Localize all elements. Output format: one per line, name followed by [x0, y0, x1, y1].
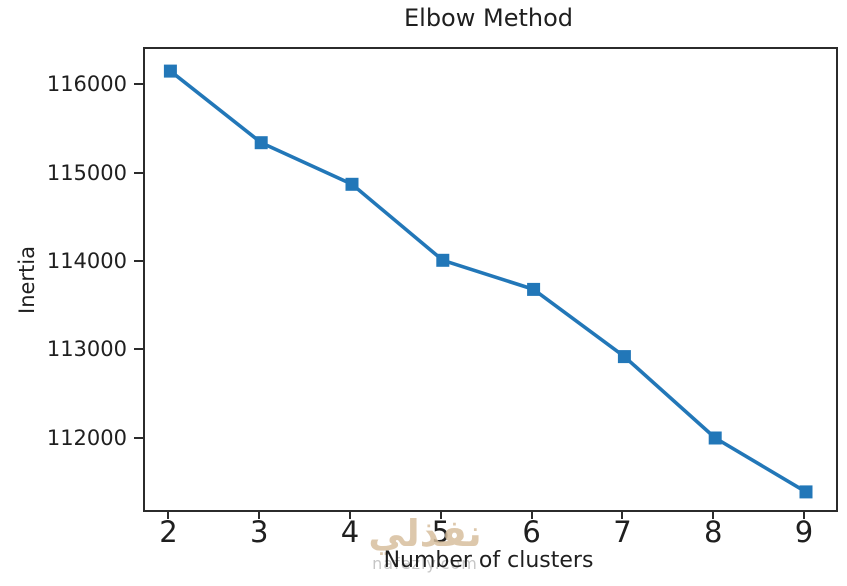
x-tick-label: 3: [249, 515, 269, 549]
x-tick-mark: [621, 510, 624, 519]
x-tick-label: 6: [522, 515, 541, 549]
y-tick-mark: [134, 348, 143, 351]
x-tick-mark: [530, 510, 533, 519]
x-axis-label: Number of clusters: [383, 548, 594, 573]
y-tick-label: 114000: [46, 248, 127, 273]
x-tick-label: 7: [613, 515, 632, 549]
line-series-svg: [163, 64, 813, 499]
data-point-marker: [163, 64, 177, 78]
data-point-marker: [708, 431, 722, 445]
data-point-marker: [345, 177, 359, 191]
data-point-marker: [799, 485, 813, 499]
x-tick-label: 9: [794, 515, 814, 549]
x-tick-mark: [167, 510, 170, 519]
x-tick-mark: [803, 510, 806, 519]
data-point-marker: [617, 350, 631, 364]
x-tick-label: 4: [340, 515, 360, 549]
y-tick-mark: [134, 171, 143, 174]
x-tick-label: 8: [703, 515, 723, 549]
x-tick-mark: [439, 510, 442, 519]
data-point-marker: [254, 136, 268, 150]
y-tick-mark: [134, 436, 143, 439]
plot-area: [143, 47, 838, 512]
series-line: [169, 69, 807, 494]
x-tick-mark: [349, 510, 352, 519]
y-tick-mark: [134, 83, 143, 86]
y-tick-label: 112000: [46, 425, 127, 450]
y-tick-mark: [134, 259, 143, 262]
y-tick-label: 115000: [46, 160, 127, 185]
x-tick-label: 5: [431, 515, 451, 549]
x-tick-mark: [258, 510, 261, 519]
data-point-marker: [527, 282, 541, 296]
data-point-marker: [436, 253, 450, 267]
y-tick-label: 113000: [46, 337, 127, 362]
y-tick-label: 116000: [46, 72, 127, 97]
x-tick-mark: [712, 510, 715, 519]
x-tick-label: 2: [159, 515, 178, 549]
chart-title: Elbow Method: [403, 4, 574, 32]
